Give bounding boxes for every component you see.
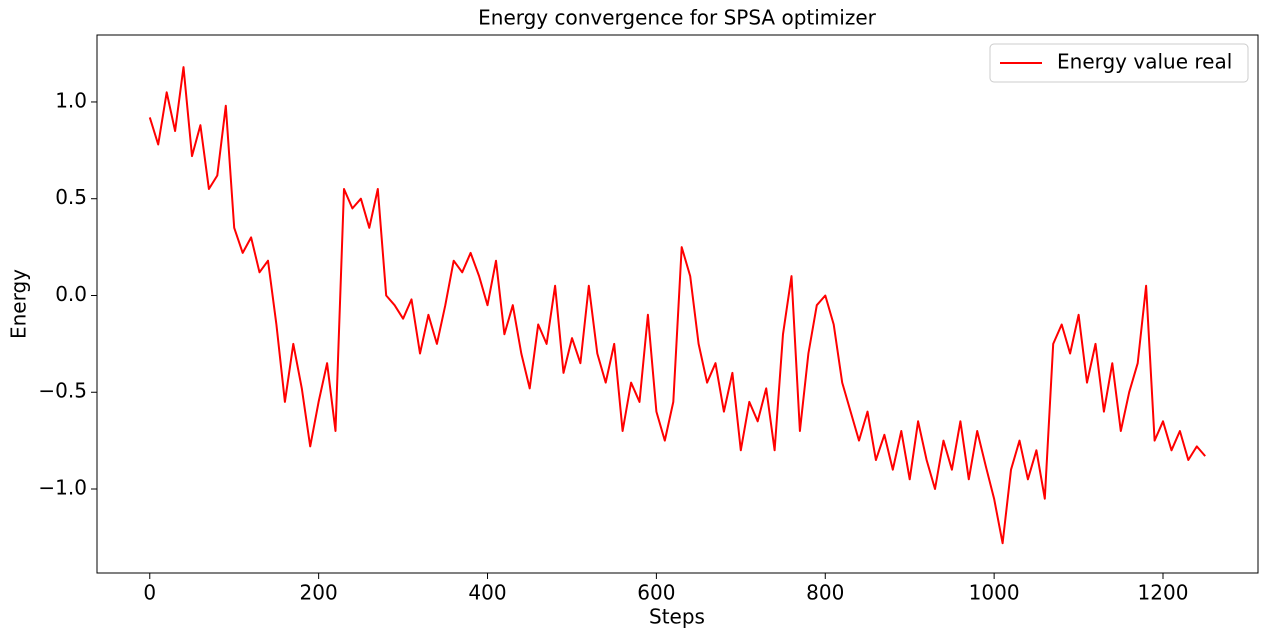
y-axis-label: Energy [7, 269, 31, 339]
legend-label: Energy value real [1057, 50, 1232, 74]
data-line [148, 66, 1206, 545]
legend-box [989, 43, 1249, 83]
x-tick-label: 400 [468, 581, 506, 605]
x-tick-label: 1200 [1138, 581, 1189, 605]
x-tick-label: 800 [806, 581, 844, 605]
y-tick-label: −1.0 [38, 476, 87, 500]
x-tick-label: 0 [143, 581, 156, 605]
y-tick-label: 0.5 [55, 185, 87, 209]
x-axis-label: Steps [649, 605, 705, 629]
x-tick-label: 200 [300, 581, 338, 605]
plot-frame [96, 34, 1259, 574]
y-tick-label: 0.0 [55, 282, 87, 306]
y-tick-label: 1.0 [55, 88, 87, 112]
y-tick-label: −0.5 [38, 379, 87, 403]
x-tick-label: 600 [637, 581, 675, 605]
x-tick-label: 1000 [969, 581, 1020, 605]
chart-title: Energy convergence for SPSA optimizer [478, 6, 877, 30]
